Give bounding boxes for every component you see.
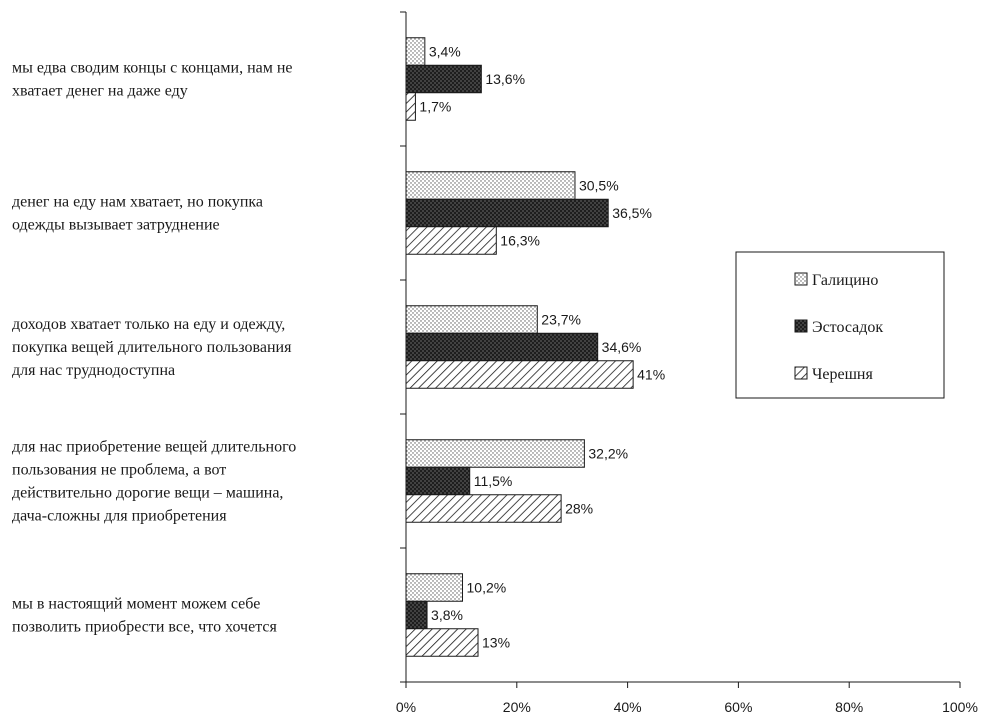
bar-галицино-3 (405, 305, 538, 334)
value-label-галицино-5: 10,2% (467, 580, 507, 596)
category-labels: мы едва сводим концы с концами, нам не хв… (12, 60, 296, 636)
value-label-эстосадок-5: 3,8% (431, 607, 463, 623)
bar-эстосадок-5 (405, 600, 428, 630)
bar-эстосадок-2 (405, 198, 609, 228)
x-tick-label: 60% (724, 699, 752, 715)
value-label-эстосадок-4: 11,5% (474, 473, 513, 489)
bar-черешня-2 (405, 226, 497, 255)
value-label-галицино-1: 3,4% (429, 44, 461, 60)
value-label-черешня-5: 13% (482, 635, 510, 651)
legend-label-черешня: Черешня (812, 366, 873, 383)
legend-swatch-эстосадок (794, 319, 808, 333)
category-label-3: доходов хватает только на еду и одежду, п… (12, 316, 292, 379)
x-tick-label: 80% (835, 699, 863, 715)
axes (400, 11, 960, 683)
category-label-1: мы едва сводим концы с концами, нам не хв… (12, 60, 293, 100)
x-axis-ticks: 0% 20% 40% 60% 80% 100% (396, 682, 978, 715)
bar-эстосадок-1 (405, 64, 482, 94)
value-label-эстосадок-3: 34,6% (602, 339, 642, 355)
category-label-5: мы в настоящий момент можем себе позволит… (12, 596, 277, 636)
category-label-2: денег на еду нам хватает, но покупка одеж… (12, 194, 263, 234)
value-label-черешня-1: 1,7% (419, 99, 451, 115)
value-label-галицино-2: 30,5% (579, 178, 619, 194)
value-label-эстосадок-2: 36,5% (612, 205, 652, 221)
x-tick-label: 0% (396, 699, 416, 715)
x-tick-label: 40% (614, 699, 642, 715)
bar-эстосадок-3 (405, 332, 599, 362)
legend-swatch-черешня (794, 366, 808, 380)
legend: Галицино Эстосадок Черешня (735, 251, 945, 399)
bar-черешня-3 (405, 360, 634, 389)
bar-черешня-1 (405, 92, 416, 121)
legend-swatch-галицино (794, 272, 808, 286)
legend-label-галицино: Галицино (812, 272, 878, 289)
x-tick-label: 20% (503, 699, 531, 715)
value-label-эстосадок-1: 13,6% (485, 71, 525, 87)
bar-галицино-1 (405, 37, 426, 66)
value-label-черешня-4: 28% (565, 501, 593, 517)
category-label-4: для нас приобретение вещей длительного по… (12, 439, 296, 525)
value-label-черешня-3: 41% (637, 367, 665, 383)
bar-черешня-5 (405, 628, 479, 657)
bar-галицино-4 (405, 439, 585, 468)
value-label-галицино-3: 23,7% (541, 312, 581, 328)
bar-галицино-5 (405, 573, 464, 602)
bar-галицино-2 (405, 171, 576, 200)
legend-label-эстосадок: Эстосадок (812, 319, 883, 336)
legend-box (735, 251, 945, 399)
bar-эстосадок-4 (405, 466, 471, 496)
bar-черешня-4 (405, 494, 562, 523)
value-label-галицино-4: 32,2% (588, 446, 628, 462)
bars: 3,4% 30,5% 23,7% 32,2% 10,2% 13,6% 36,5% 34,6% 1… (405, 37, 665, 657)
value-label-черешня-2: 16,3% (500, 233, 540, 249)
x-tick-label: 100% (942, 699, 978, 715)
